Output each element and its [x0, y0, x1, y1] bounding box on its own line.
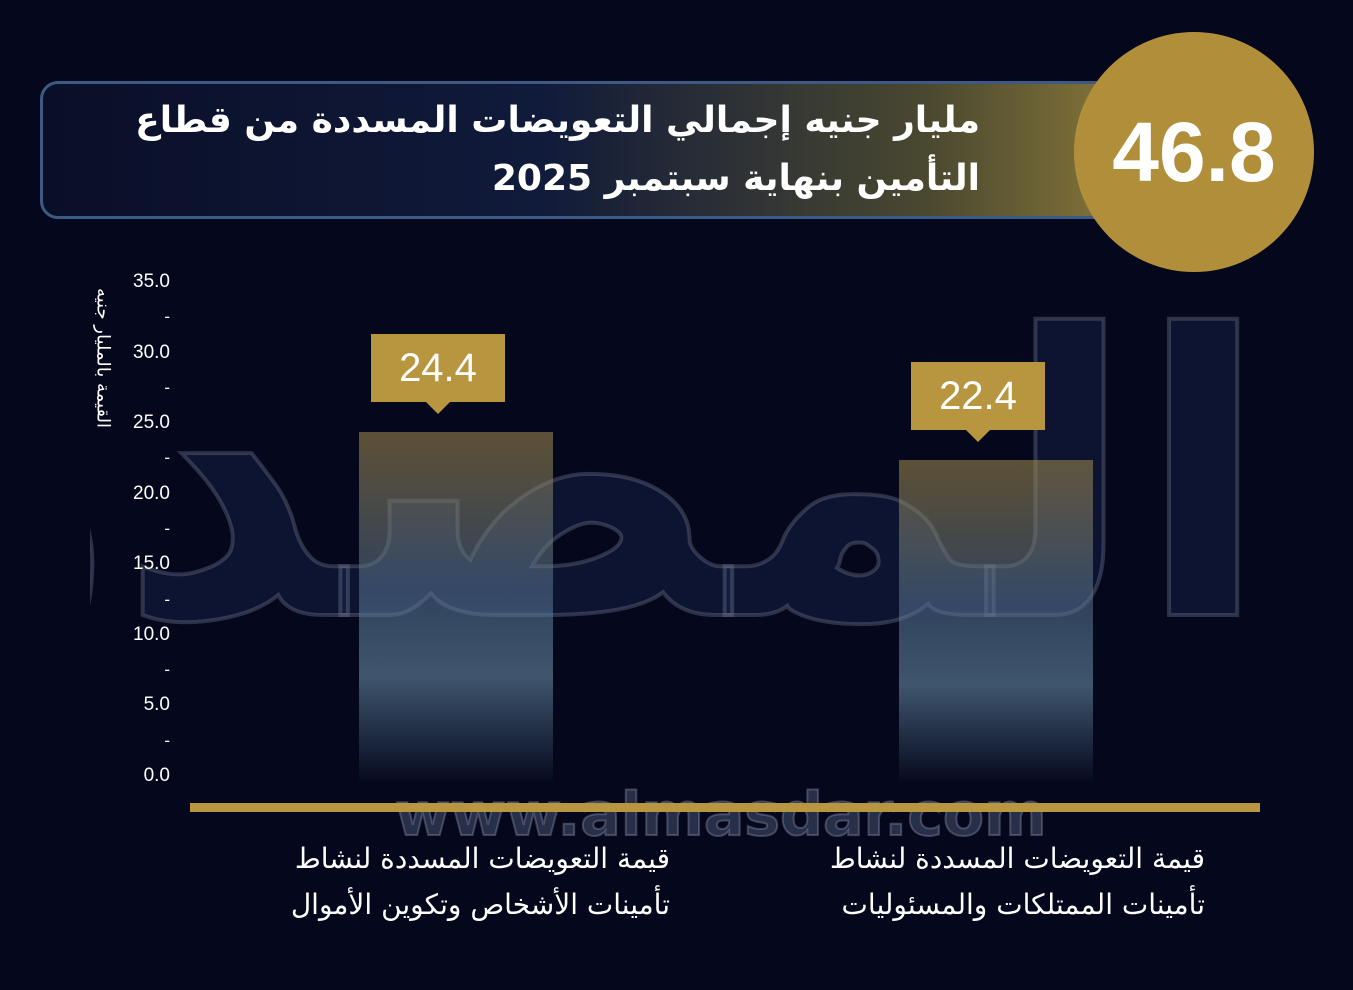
category-label-1: قيمة التعويضات المسددة لنشاط تأمينات الأ…: [290, 842, 670, 921]
y-minor-tick: -: [164, 730, 170, 750]
y-minor-tick: -: [164, 307, 170, 327]
y-tick-label: 35.0: [133, 271, 170, 292]
bar-1: [359, 431, 553, 782]
total-value: 46.8: [1112, 104, 1276, 199]
y-minor-tick: -: [164, 589, 170, 609]
y-minor-tick: -: [164, 660, 170, 680]
data-label-2: 22.4: [911, 361, 1045, 430]
watermark-logo: المصدر: [90, 270, 1270, 690]
y-tick-label: 5.0: [143, 694, 170, 716]
x-axis-line: [190, 803, 1260, 812]
total-badge: 46.8: [1074, 32, 1314, 272]
y-minor-tick: -: [164, 448, 170, 468]
data-label-1: 24.4: [371, 333, 505, 402]
y-minor-tick: -: [164, 519, 170, 538]
y-tick-label: 20.0: [133, 482, 170, 504]
y-tick-label: 10.0: [133, 623, 170, 645]
header-title: مليار جنيه إجمالي التعويضات المسددة من ق…: [135, 100, 980, 199]
y-tick-label: 30.0: [133, 341, 170, 363]
y-tick-label: 0.0: [143, 765, 170, 786]
category-label-2: قيمة التعويضات المسددة لنشاط تأمينات الم…: [829, 842, 1205, 921]
bar-2: [899, 459, 1093, 782]
y-tick-label: 15.0: [133, 553, 170, 575]
y-minor-tick: -: [164, 377, 170, 397]
header-box: [40, 81, 1150, 219]
y-tick-label: 25.0: [133, 412, 170, 434]
